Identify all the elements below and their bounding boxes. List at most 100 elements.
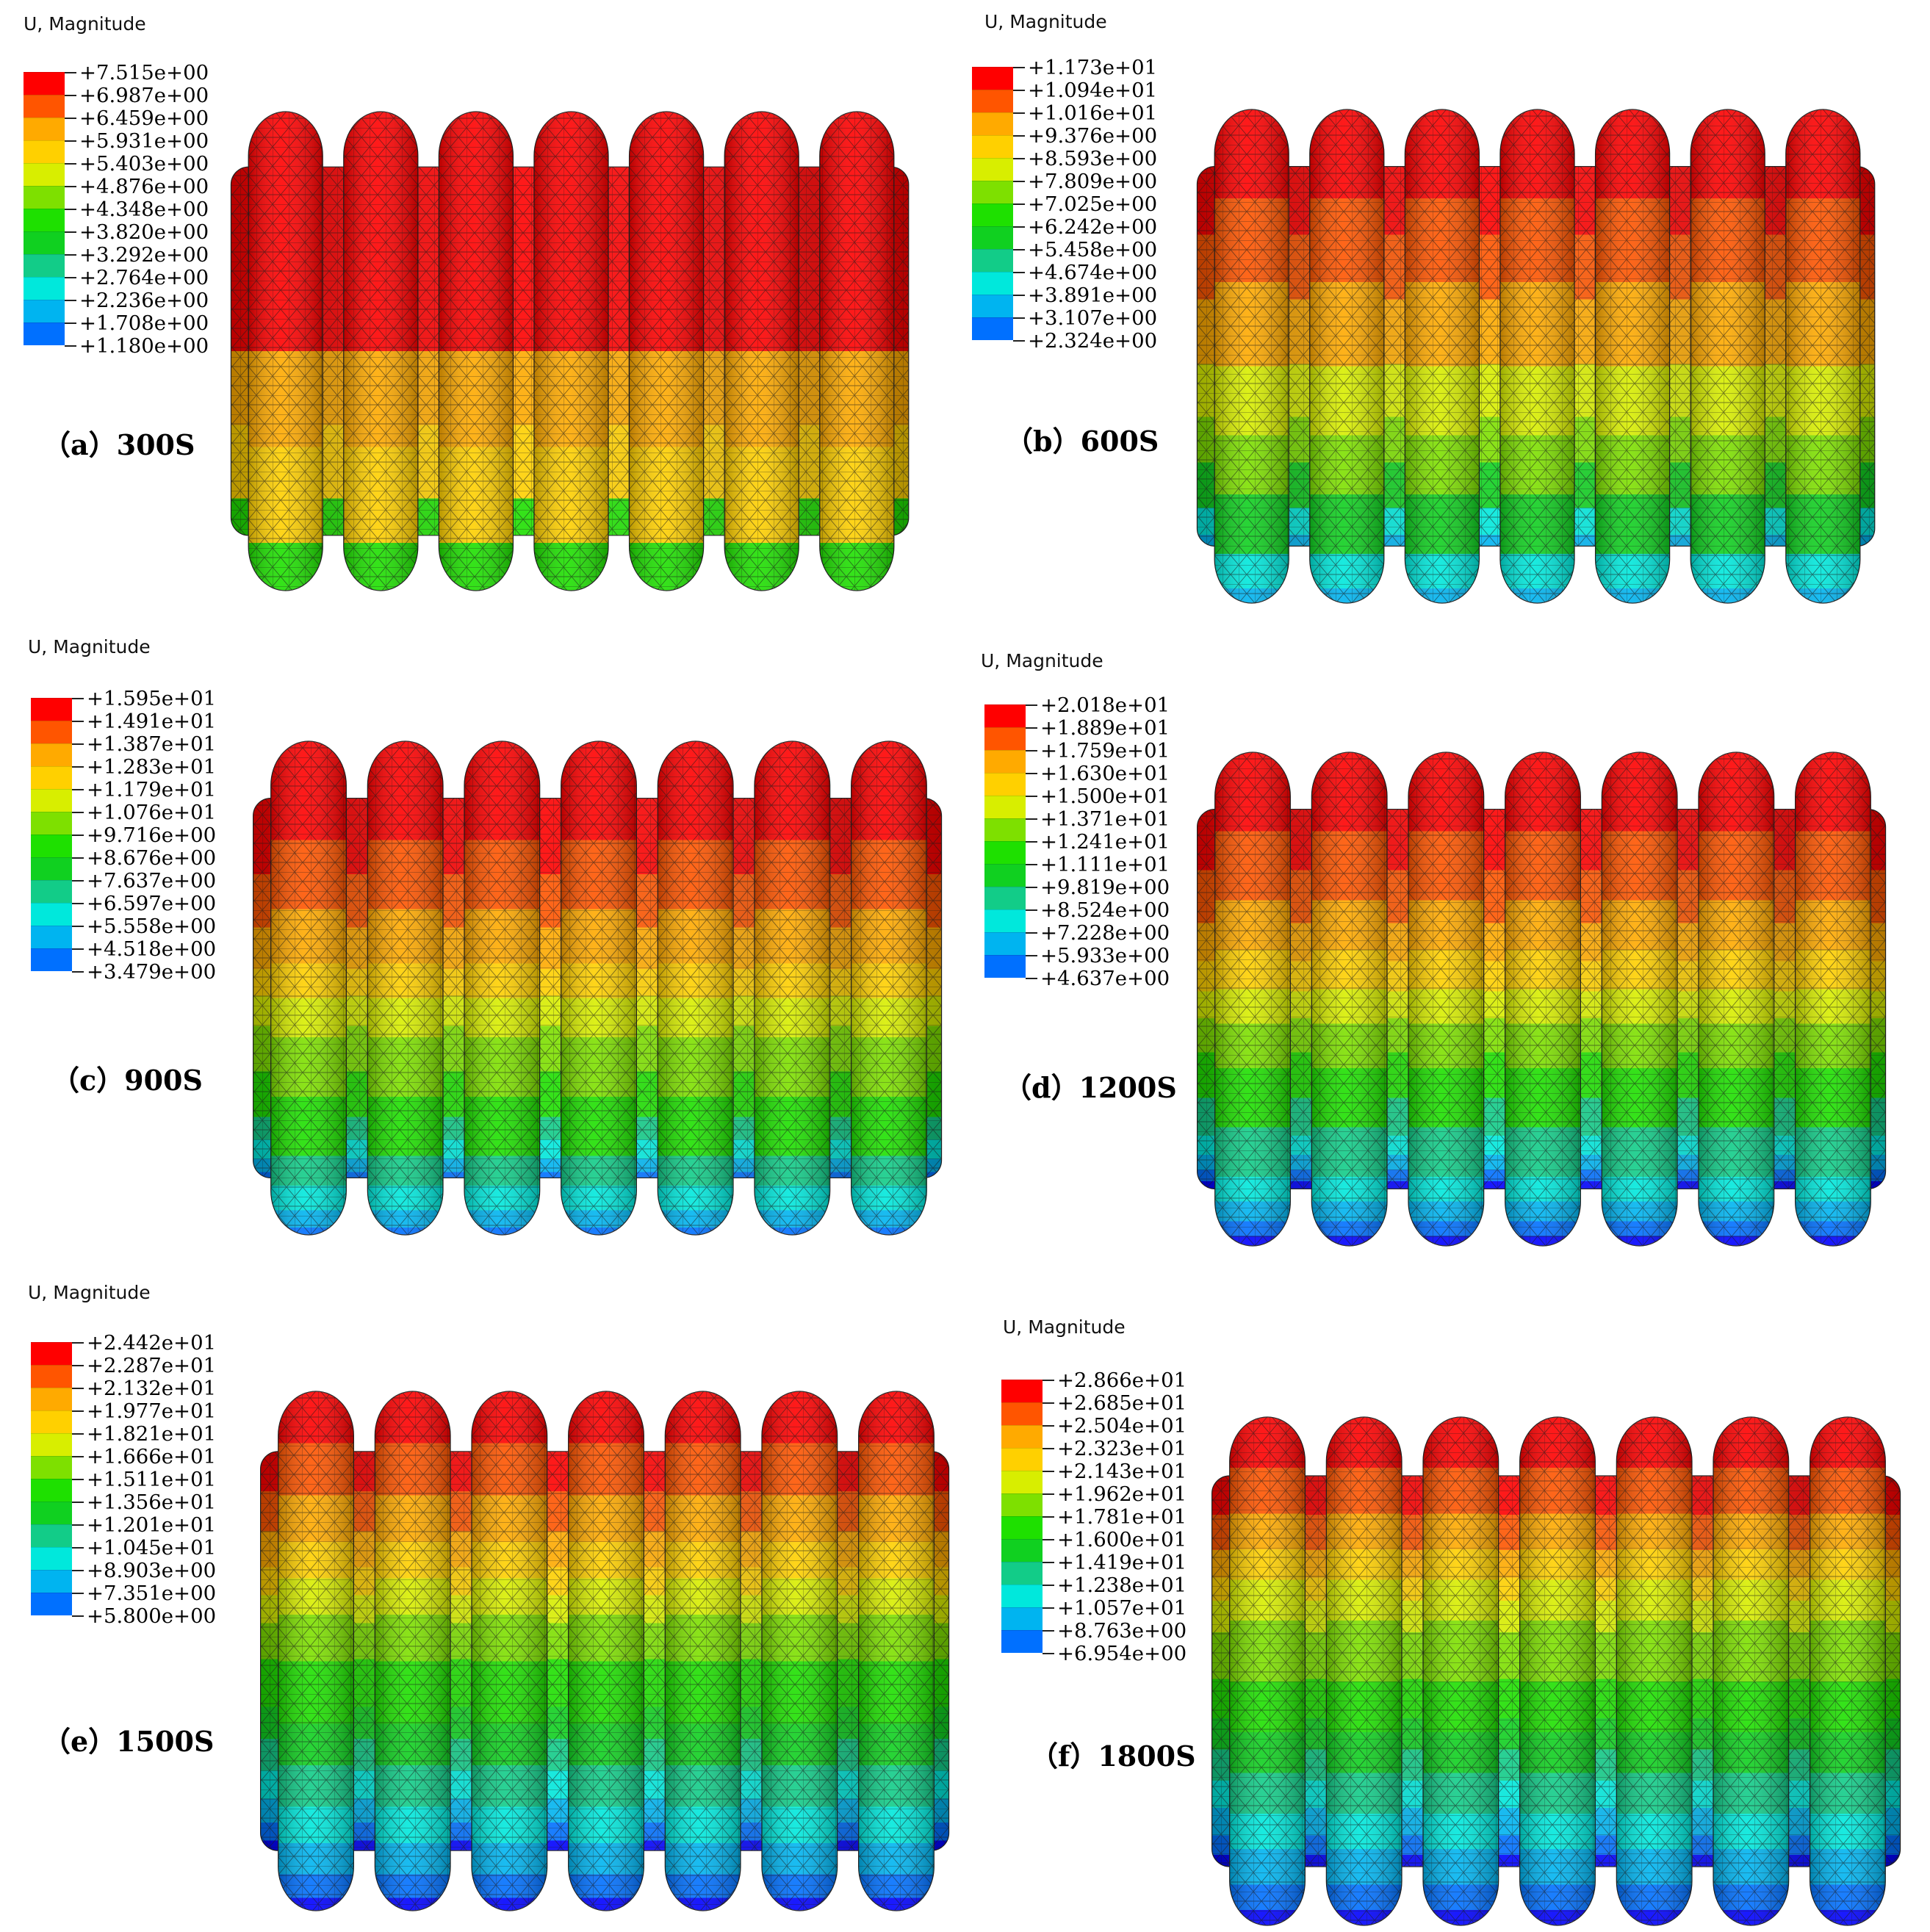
legend-value: +1.600e+01 xyxy=(1057,1528,1187,1551)
legend-value: +2.132e+01 xyxy=(87,1377,217,1400)
legend-value: +1.283e+01 xyxy=(87,755,217,779)
legend-value: +1.045e+01 xyxy=(87,1536,217,1560)
legend-value: +4.674e+00 xyxy=(1028,261,1158,284)
legend-tick xyxy=(1026,704,1037,706)
legend-value: +1.759e+01 xyxy=(1040,739,1170,763)
legend-swatch xyxy=(1001,1585,1043,1607)
legend-tick xyxy=(1043,1607,1054,1609)
legend-tick xyxy=(1026,932,1037,934)
legend-value: +1.781e+01 xyxy=(1057,1505,1187,1529)
legend-b: +1.173e+01 +1.094e+01 +1.016e+01 +9.376e+00… xyxy=(972,57,1163,361)
deformed-bellows-f xyxy=(1211,1416,1901,1926)
legend-value: +4.518e+00 xyxy=(87,937,217,961)
legend-value: +1.111e+01 xyxy=(1040,853,1170,876)
legend-value: +7.228e+00 xyxy=(1040,921,1170,945)
legend-tick xyxy=(65,95,76,96)
legend-value: +6.597e+00 xyxy=(87,892,217,915)
legend-swatch xyxy=(24,118,65,140)
legend-tick xyxy=(65,254,76,256)
legend-value: +7.351e+00 xyxy=(87,1582,217,1605)
legend-value: +2.287e+01 xyxy=(87,1354,217,1377)
deformed-bellows-a xyxy=(230,111,910,591)
legend-value: +5.931e+00 xyxy=(79,129,209,153)
legend-value: +1.356e+01 xyxy=(87,1491,217,1514)
legend-swatch xyxy=(24,277,65,300)
legend-value: +2.018e+01 xyxy=(1040,693,1170,717)
legend-tick xyxy=(72,743,84,745)
legend-a: +7.515e+00 +6.987e+00 +6.459e+00 +5.931e+00… xyxy=(24,62,215,367)
legend-value: +5.403e+00 xyxy=(79,152,209,176)
legend-value: +3.891e+00 xyxy=(1028,284,1158,307)
legend-tick xyxy=(1043,1493,1054,1495)
legend-swatch xyxy=(31,857,72,880)
legend-tick xyxy=(72,766,84,768)
legend-tick xyxy=(1026,773,1037,774)
legend-value: +7.025e+00 xyxy=(1028,192,1158,216)
legend-value: +1.708e+00 xyxy=(79,311,209,335)
legend-value: +6.987e+00 xyxy=(79,84,209,107)
legend-value: +1.094e+01 xyxy=(1028,79,1158,102)
legend-title: U, Magnitude xyxy=(1003,1316,1126,1338)
legend-value: +7.515e+00 xyxy=(79,61,209,84)
legend-tick xyxy=(65,345,76,347)
legend-swatch xyxy=(972,249,1013,272)
legend-tick xyxy=(1013,135,1025,137)
legend-tick xyxy=(72,926,84,927)
legend-swatch xyxy=(24,300,65,322)
legend-tick xyxy=(1013,249,1025,250)
legend-swatch xyxy=(31,698,72,721)
legend-swatch xyxy=(1001,1425,1043,1448)
legend-tick xyxy=(65,140,76,142)
legend-tick xyxy=(65,186,76,187)
legend-swatch xyxy=(972,135,1013,158)
legend-value: +4.876e+00 xyxy=(79,175,209,198)
legend-value: +1.962e+01 xyxy=(1057,1482,1187,1506)
legend-tick xyxy=(1013,112,1025,114)
legend-tick xyxy=(72,1570,84,1571)
legend-swatch xyxy=(984,773,1026,796)
legend-value: +1.491e+01 xyxy=(87,710,217,733)
legend-tick xyxy=(1043,1425,1054,1427)
legend-swatch xyxy=(31,1570,72,1593)
legend-tick xyxy=(72,948,84,950)
legend-tick xyxy=(1043,1448,1054,1449)
legend-swatch xyxy=(24,322,65,345)
legend-tick xyxy=(72,835,84,836)
legend-swatch xyxy=(972,158,1013,181)
legend-value: +2.764e+00 xyxy=(79,266,209,289)
legend-tick xyxy=(1026,864,1037,865)
legend-value: +5.933e+00 xyxy=(1040,944,1170,967)
legend-swatch xyxy=(984,818,1026,841)
legend-swatch xyxy=(984,841,1026,864)
legend-swatch xyxy=(31,1456,72,1479)
legend-tick xyxy=(72,1342,84,1344)
legend-swatch xyxy=(31,1479,72,1502)
caption-a: （a）300S xyxy=(43,428,195,461)
legend-tick xyxy=(72,1479,84,1480)
legend-value: +1.419e+01 xyxy=(1057,1551,1187,1574)
legend-value: +1.173e+01 xyxy=(1028,56,1158,79)
caption-d: （d）1200S xyxy=(1004,1071,1177,1104)
legend-tick xyxy=(65,118,76,119)
legend-swatch xyxy=(31,1547,72,1570)
legend-tick xyxy=(1013,340,1025,342)
legend-tick xyxy=(65,277,76,278)
legend-swatch xyxy=(24,254,65,277)
legend-tick xyxy=(1013,317,1025,319)
legend-swatch xyxy=(31,1365,72,1388)
legend-swatch xyxy=(31,1342,72,1365)
legend-tick xyxy=(1043,1471,1054,1472)
legend-tick xyxy=(65,163,76,165)
legend-tick xyxy=(72,1433,84,1435)
deformed-bellows-c xyxy=(253,740,943,1236)
legend-value: +1.630e+01 xyxy=(1040,762,1170,785)
legend-value: +9.819e+00 xyxy=(1040,876,1170,899)
legend-tick xyxy=(1043,1539,1054,1540)
legend-value: +1.511e+01 xyxy=(87,1468,217,1491)
legend-swatch xyxy=(1001,1539,1043,1562)
legend-value: +3.479e+00 xyxy=(87,960,217,984)
legend-tick xyxy=(1026,909,1037,911)
legend-tick xyxy=(1026,750,1037,751)
legend-tick xyxy=(1043,1585,1054,1586)
legend-title: U, Magnitude xyxy=(28,636,151,657)
